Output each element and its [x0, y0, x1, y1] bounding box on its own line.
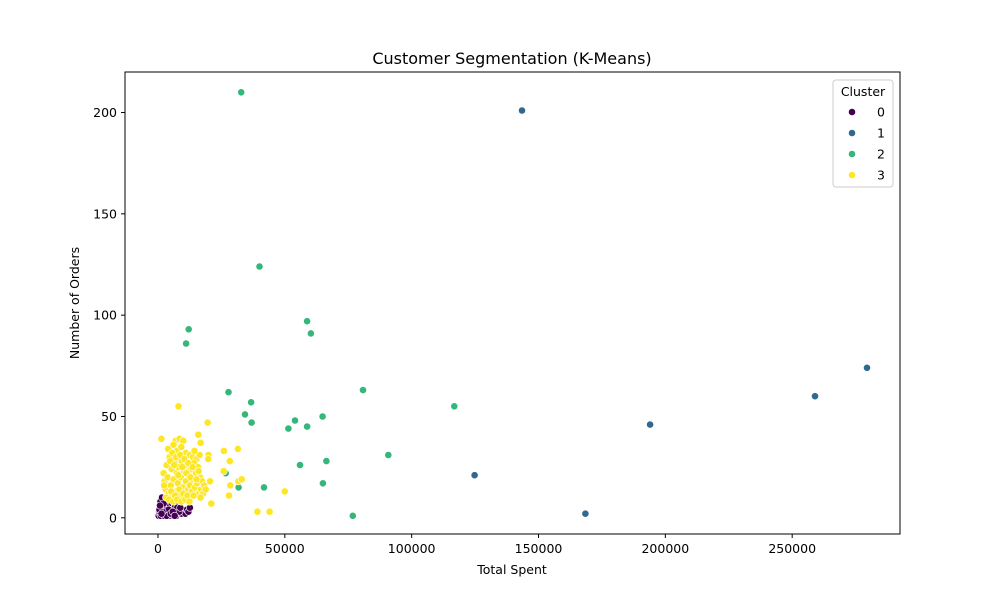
- data-point-cluster-2: [284, 424, 293, 433]
- data-point-cluster-2: [247, 398, 255, 407]
- data-point-cluster-2: [318, 412, 327, 421]
- legend-marker-cluster-2: [848, 150, 856, 158]
- data-point-cluster-3: [225, 457, 234, 465]
- data-point-cluster-2: [296, 461, 304, 469]
- data-point-cluster-3: [189, 491, 198, 500]
- data-point-cluster-3: [233, 444, 242, 453]
- x-tick-label: 0: [154, 541, 162, 556]
- legend-label-cluster-1: 1: [877, 126, 885, 141]
- data-point-cluster-3: [190, 446, 199, 455]
- data-point-cluster-3: [225, 491, 233, 500]
- data-point-cluster-2: [184, 325, 193, 334]
- y-tick-label: 100: [93, 308, 117, 323]
- data-point-cluster-2: [241, 410, 249, 419]
- data-point-cluster-2: [237, 88, 246, 97]
- data-point-cluster-3: [177, 442, 186, 451]
- data-point-cluster-3: [194, 430, 203, 439]
- data-point-cluster-3: [204, 455, 213, 463]
- data-point-cluster-2: [291, 416, 299, 425]
- y-tick-label: 0: [109, 510, 117, 525]
- plot-frame: [124, 71, 901, 535]
- x-axis-label: Total Spent: [476, 562, 547, 577]
- data-point-cluster-3: [265, 507, 274, 516]
- data-point-cluster-3: [160, 481, 168, 490]
- data-point-cluster-3: [207, 499, 216, 508]
- data-point-cluster-2: [322, 457, 331, 465]
- data-point-cluster-2: [306, 329, 315, 338]
- data-point-cluster-3: [219, 467, 228, 476]
- data-points: [154, 88, 871, 520]
- data-point-cluster-2: [348, 511, 357, 520]
- data-point-cluster-3: [219, 446, 228, 455]
- legend-label-cluster-2: 2: [877, 147, 885, 162]
- data-point-cluster-1: [863, 363, 871, 372]
- data-point-cluster-0: [157, 509, 166, 518]
- data-point-cluster-3: [201, 485, 210, 494]
- chart-title: Customer Segmentation (K-Means): [372, 49, 651, 68]
- data-point-cluster-3: [188, 463, 197, 471]
- data-point-cluster-1: [811, 392, 819, 401]
- data-point-cluster-2: [303, 422, 311, 431]
- legend: Cluster 0 1 2 3: [832, 79, 894, 188]
- data-point-cluster-1: [581, 509, 590, 518]
- y-tick-label: 150: [93, 206, 117, 221]
- data-point-cluster-2: [450, 402, 459, 411]
- data-point-cluster-3: [226, 481, 235, 490]
- data-point-cluster-2: [260, 483, 268, 492]
- data-point-cluster-2: [255, 262, 264, 271]
- data-point-cluster-0: [170, 511, 179, 520]
- x-tick-label: 100000: [388, 541, 436, 556]
- y-tick-label: 200: [93, 105, 117, 120]
- data-point-cluster-3: [157, 434, 166, 443]
- x-tick-label: 200000: [641, 541, 689, 556]
- legend-box: [832, 79, 894, 188]
- data-point-cluster-3: [237, 475, 246, 484]
- legend-marker-cluster-1: [848, 129, 856, 137]
- legend-title: Cluster: [841, 84, 886, 99]
- data-point-cluster-2: [224, 388, 233, 397]
- data-point-cluster-1: [518, 106, 526, 115]
- data-point-cluster-3: [170, 461, 179, 469]
- x-tick-label: 250000: [768, 541, 816, 556]
- data-point-cluster-2: [359, 386, 367, 394]
- legend-marker-cluster-3: [848, 171, 856, 179]
- y-axis-label: Number of Orders: [67, 247, 82, 359]
- y-tick-label: 50: [101, 409, 117, 424]
- data-point-cluster-3: [280, 487, 289, 496]
- data-point-cluster-3: [203, 418, 212, 427]
- data-point-cluster-3: [194, 467, 203, 476]
- data-point-cluster-2: [384, 451, 393, 459]
- data-point-cluster-3: [253, 507, 262, 516]
- legend-label-cluster-3: 3: [877, 168, 885, 183]
- x-tick-label: 50000: [265, 541, 305, 556]
- data-point-cluster-1: [646, 420, 654, 429]
- data-point-cluster-3: [169, 440, 178, 449]
- data-point-cluster-2: [318, 479, 327, 488]
- data-point-cluster-1: [470, 471, 479, 480]
- axis-ticks: 0 50000 100000 150000 200000 250000 0 50 100 150 2…: [93, 105, 816, 556]
- data-point-cluster-3: [174, 471, 183, 480]
- data-point-cluster-3: [196, 493, 205, 502]
- legend-marker-cluster-0: [848, 108, 856, 116]
- legend-label-cluster-0: 0: [877, 105, 885, 120]
- data-point-cluster-3: [206, 477, 214, 486]
- data-point-cluster-0: [156, 501, 164, 510]
- data-point-cluster-2: [247, 418, 256, 427]
- data-point-cluster-3: [195, 451, 204, 459]
- data-point-cluster-3: [185, 497, 194, 506]
- data-point-cluster-3: [192, 475, 201, 484]
- data-point-cluster-2: [182, 339, 190, 348]
- data-point-cluster-3: [178, 463, 187, 471]
- data-point-cluster-3: [196, 438, 205, 447]
- data-point-cluster-3: [174, 402, 183, 411]
- x-tick-label: 150000: [515, 541, 563, 556]
- data-point-cluster-2: [303, 317, 311, 326]
